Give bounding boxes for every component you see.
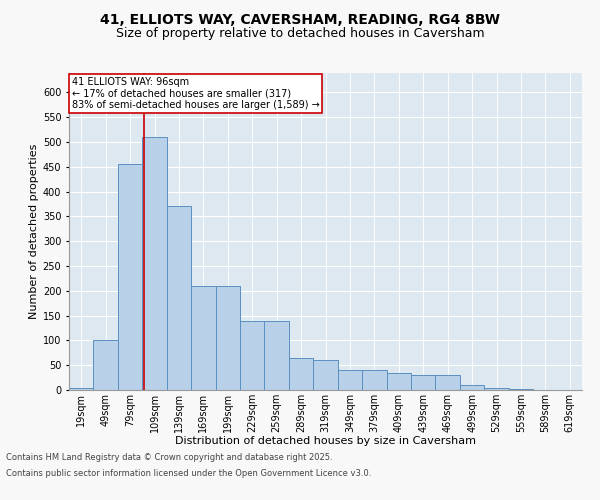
Text: Contains HM Land Registry data © Crown copyright and database right 2025.: Contains HM Land Registry data © Crown c… bbox=[6, 454, 332, 462]
Bar bbox=[509, 389, 533, 390]
Bar bbox=[313, 360, 338, 390]
Bar bbox=[215, 286, 240, 390]
Bar bbox=[411, 375, 436, 390]
Bar bbox=[191, 286, 215, 390]
Text: 41 ELLIOTS WAY: 96sqm
← 17% of detached houses are smaller (317)
83% of semi-det: 41 ELLIOTS WAY: 96sqm ← 17% of detached … bbox=[71, 78, 319, 110]
Bar bbox=[436, 375, 460, 390]
Bar bbox=[118, 164, 142, 390]
Text: 41, ELLIOTS WAY, CAVERSHAM, READING, RG4 8BW: 41, ELLIOTS WAY, CAVERSHAM, READING, RG4… bbox=[100, 12, 500, 26]
Bar bbox=[240, 320, 265, 390]
Bar bbox=[142, 137, 167, 390]
Bar bbox=[484, 388, 509, 390]
X-axis label: Distribution of detached houses by size in Caversham: Distribution of detached houses by size … bbox=[175, 436, 476, 446]
Bar bbox=[386, 372, 411, 390]
Y-axis label: Number of detached properties: Number of detached properties bbox=[29, 144, 38, 319]
Bar bbox=[338, 370, 362, 390]
Text: Size of property relative to detached houses in Caversham: Size of property relative to detached ho… bbox=[116, 28, 484, 40]
Bar bbox=[460, 385, 484, 390]
Bar bbox=[362, 370, 386, 390]
Bar bbox=[289, 358, 313, 390]
Bar bbox=[69, 388, 94, 390]
Bar bbox=[167, 206, 191, 390]
Bar bbox=[265, 320, 289, 390]
Text: Contains public sector information licensed under the Open Government Licence v3: Contains public sector information licen… bbox=[6, 468, 371, 477]
Bar bbox=[94, 340, 118, 390]
